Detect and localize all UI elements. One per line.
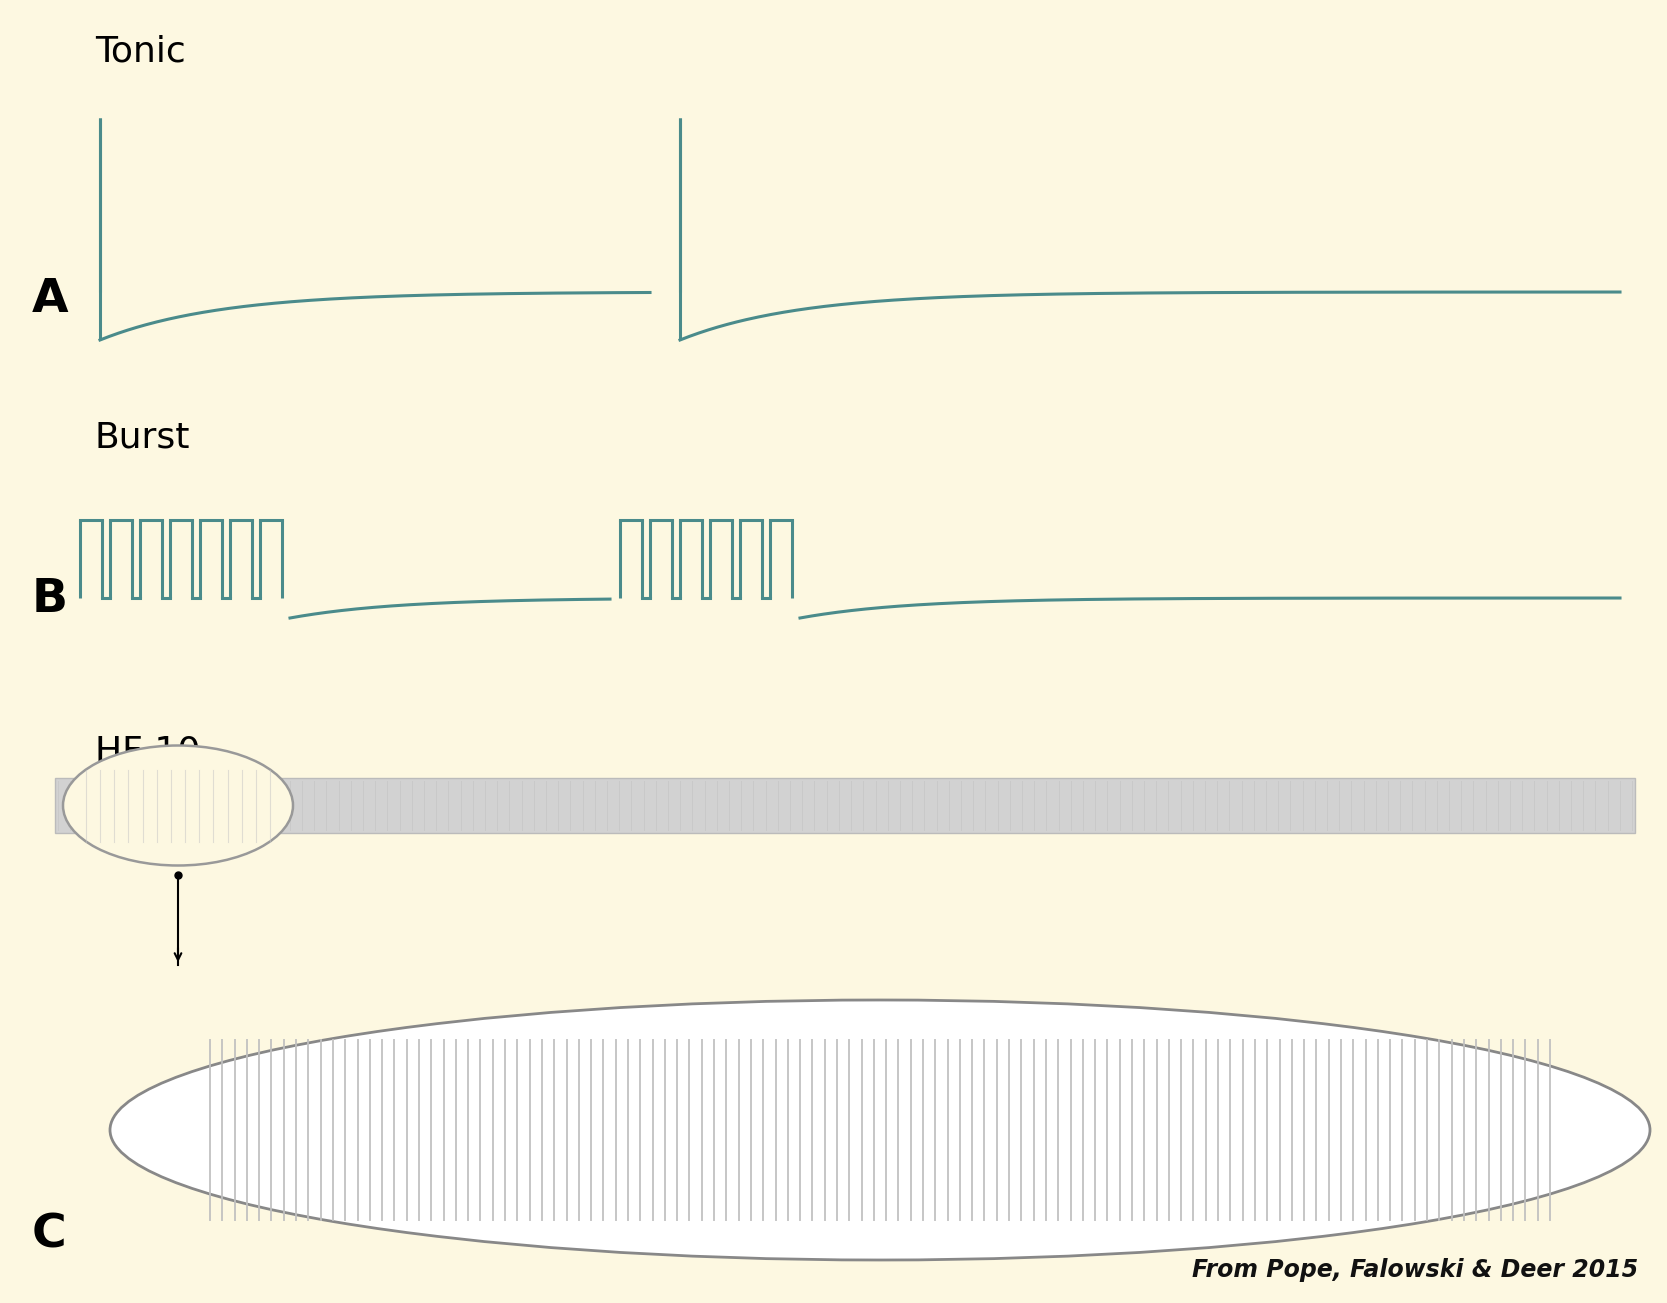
Bar (55, 778, 1635, 833)
Text: Tonic: Tonic (95, 35, 185, 69)
Text: HF 10: HF 10 (95, 735, 200, 769)
Text: B: B (32, 577, 68, 623)
Text: C: C (32, 1213, 67, 1257)
Ellipse shape (63, 745, 293, 865)
Text: A: A (32, 278, 68, 323)
Ellipse shape (110, 999, 1650, 1260)
Text: Burst: Burst (95, 420, 190, 453)
Text: From Pope, Falowski & Deer 2015: From Pope, Falowski & Deer 2015 (1192, 1257, 1639, 1282)
